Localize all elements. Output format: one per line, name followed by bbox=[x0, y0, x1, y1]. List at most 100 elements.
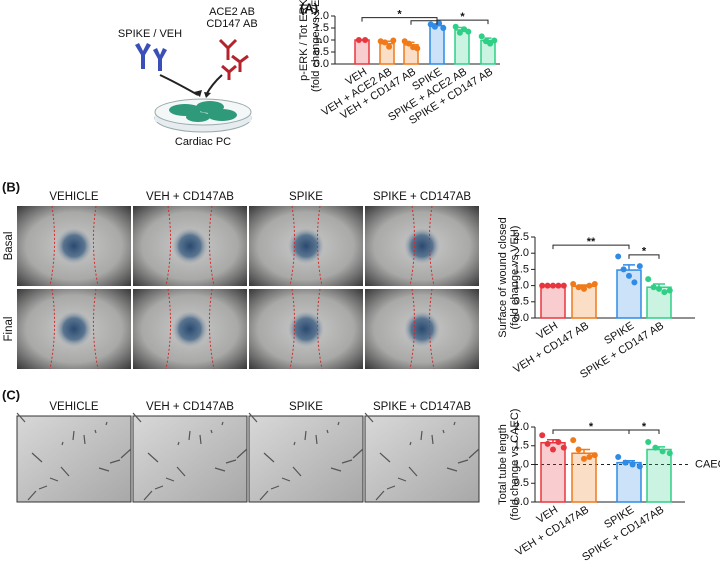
y-tick-label: 0.0 bbox=[314, 58, 329, 70]
data-point bbox=[456, 29, 463, 36]
schematic-label: ACE2 AB bbox=[209, 6, 255, 18]
data-point bbox=[645, 439, 652, 445]
micrograph bbox=[248, 415, 364, 503]
y-tick-label: 0.5 bbox=[514, 296, 529, 308]
data-point bbox=[390, 37, 397, 44]
tube-network bbox=[16, 412, 132, 501]
y-axis-label: Total tube length bbox=[497, 424, 509, 505]
significance-label: ** bbox=[587, 236, 596, 248]
micrograph bbox=[132, 415, 248, 503]
y-tick-label: 2.0 bbox=[314, 10, 329, 22]
significance-label: * bbox=[397, 9, 402, 21]
data-point bbox=[626, 272, 632, 279]
column-label: SPIKE + CD147AB bbox=[373, 401, 471, 413]
data-point bbox=[652, 444, 659, 451]
error-bar bbox=[623, 264, 635, 271]
data-point bbox=[570, 280, 577, 287]
y-tick-label: 2.5 bbox=[514, 231, 529, 243]
y-tick-label: 2.0 bbox=[514, 247, 529, 259]
y-axis-label: (fold change vs VEH) bbox=[310, 0, 322, 92]
wound-edge bbox=[165, 288, 215, 370]
micrograph-spot bbox=[404, 311, 440, 347]
data-point bbox=[615, 253, 622, 260]
data-point bbox=[491, 37, 498, 44]
y-tick-label: 0.0 bbox=[514, 496, 529, 508]
y-tick-label: 1.5 bbox=[314, 22, 329, 34]
data-point bbox=[622, 459, 629, 466]
wound-edge bbox=[49, 205, 99, 287]
data-point bbox=[431, 23, 438, 30]
data-point bbox=[539, 282, 546, 289]
data-point bbox=[550, 282, 556, 289]
bar bbox=[646, 448, 672, 503]
significance-bracket bbox=[628, 254, 660, 259]
tube-network bbox=[364, 412, 480, 501]
data-point bbox=[666, 287, 673, 294]
y-tick-label: 1.0 bbox=[514, 280, 529, 292]
data-point bbox=[355, 37, 362, 43]
column-label: VEH + CD147AB bbox=[146, 191, 234, 203]
data-point bbox=[544, 440, 551, 447]
bar bbox=[616, 461, 642, 503]
micrograph-spot bbox=[288, 228, 324, 264]
y-axis-label: (fold change vs CAEC) bbox=[509, 409, 521, 521]
data-point bbox=[550, 446, 556, 453]
data-point bbox=[452, 23, 459, 30]
data-point bbox=[581, 285, 587, 292]
wound-edge bbox=[409, 288, 435, 370]
data-point bbox=[620, 266, 627, 273]
schematic-label: Cardiac PC bbox=[175, 136, 231, 148]
bar bbox=[540, 284, 566, 319]
significance-bracket bbox=[628, 429, 660, 434]
y-tick-label: 1.5 bbox=[514, 440, 529, 452]
data-point bbox=[661, 289, 668, 296]
wound-edge bbox=[409, 205, 435, 287]
bar bbox=[354, 39, 370, 65]
data-point bbox=[570, 437, 577, 444]
data-point bbox=[575, 284, 582, 291]
data-point bbox=[615, 454, 622, 460]
significance-bracket bbox=[436, 19, 489, 25]
row-label: Final bbox=[3, 317, 15, 342]
data-point bbox=[645, 276, 652, 283]
tube-network bbox=[132, 412, 248, 501]
data-point bbox=[465, 28, 472, 35]
data-point bbox=[586, 282, 593, 289]
schematic-label: SPIKE / VEH bbox=[118, 28, 182, 40]
micrograph-spot bbox=[288, 311, 324, 347]
data-point bbox=[560, 444, 567, 451]
data-point bbox=[478, 33, 485, 40]
reference-label: CAEC bbox=[695, 458, 720, 470]
y-tick-label: 2.0 bbox=[514, 421, 529, 433]
panel-label: (A) bbox=[300, 0, 318, 15]
y-tick-label: 0.5 bbox=[314, 46, 329, 58]
data-point bbox=[591, 452, 598, 459]
data-point bbox=[586, 454, 593, 460]
data-point bbox=[436, 20, 443, 27]
data-point bbox=[631, 279, 638, 286]
column-label: VEHICLE bbox=[49, 191, 99, 203]
data-point bbox=[539, 432, 546, 439]
micrograph-spot bbox=[172, 228, 208, 264]
data-point bbox=[555, 282, 562, 289]
data-point bbox=[555, 439, 562, 445]
micrograph-spot bbox=[172, 311, 208, 347]
data-point bbox=[636, 263, 643, 270]
data-point bbox=[650, 284, 657, 291]
data-point bbox=[381, 39, 388, 46]
y-tick-label: 0.0 bbox=[514, 312, 529, 324]
data-point bbox=[487, 40, 494, 47]
panel-label: (B) bbox=[2, 179, 20, 194]
data-point bbox=[575, 446, 582, 453]
row-label: Basal bbox=[3, 232, 15, 261]
data-point bbox=[659, 448, 666, 455]
wound-edge bbox=[289, 205, 323, 287]
y-tick-label: 1.0 bbox=[314, 34, 329, 46]
micrograph bbox=[364, 415, 480, 503]
bar bbox=[454, 29, 470, 65]
column-label: VEH + CD147AB bbox=[146, 401, 234, 413]
column-label: SPIKE bbox=[289, 401, 323, 413]
data-point bbox=[405, 40, 412, 47]
data-point bbox=[414, 45, 421, 52]
schematic-label: CD147 AB bbox=[206, 18, 257, 30]
